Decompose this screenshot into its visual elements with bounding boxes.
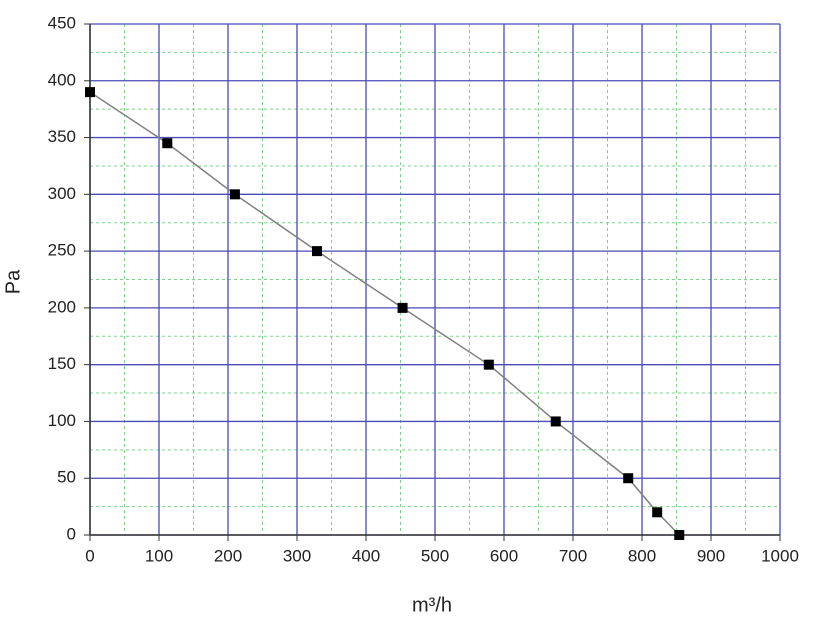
y-tick-label: 50 xyxy=(57,468,76,487)
x-tick-label: 300 xyxy=(283,546,311,565)
marker xyxy=(483,359,494,370)
marker xyxy=(229,189,240,200)
marker xyxy=(162,138,173,149)
x-tick-label: 600 xyxy=(490,546,518,565)
marker xyxy=(623,473,634,484)
y-tick-label: 0 xyxy=(67,524,76,543)
y-tick-label: 100 xyxy=(48,411,76,430)
x-tick-label: 800 xyxy=(628,546,656,565)
x-tick-label: 500 xyxy=(421,546,449,565)
marker xyxy=(674,530,685,540)
y-tick-label: 300 xyxy=(48,184,76,203)
y-axis-label: Pa xyxy=(2,269,24,294)
marker xyxy=(312,246,323,257)
y-tick-label: 450 xyxy=(48,13,76,32)
marker xyxy=(397,302,408,313)
y-tick-label: 400 xyxy=(48,70,76,89)
x-tick-label: 100 xyxy=(145,546,173,565)
line xyxy=(89,91,680,536)
x-tick-label: 200 xyxy=(214,546,242,565)
x-tick-label: 700 xyxy=(559,546,587,565)
x-tick-label: 1000 xyxy=(761,546,799,565)
y-tick-label: 150 xyxy=(48,354,76,373)
x-axis-label: m³/h xyxy=(412,594,452,616)
marker xyxy=(652,507,663,518)
x-tick-label: 0 xyxy=(85,546,94,565)
x-tick-label: 400 xyxy=(352,546,380,565)
marker xyxy=(85,87,95,98)
y-tick-label: 250 xyxy=(48,241,76,260)
marker xyxy=(550,416,561,427)
y-tick-label: 200 xyxy=(48,297,76,316)
y-tick-label: 350 xyxy=(48,127,76,146)
x-tick-label: 900 xyxy=(697,546,725,565)
